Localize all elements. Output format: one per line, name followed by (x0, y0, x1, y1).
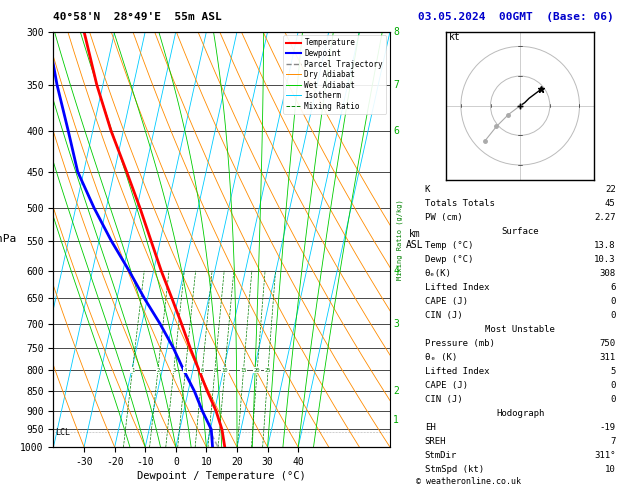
Text: 40°58'N  28°49'E  55m ASL: 40°58'N 28°49'E 55m ASL (53, 12, 222, 22)
Text: Hodograph: Hodograph (496, 409, 544, 418)
Text: 8: 8 (213, 367, 216, 373)
Text: 308: 308 (599, 269, 616, 278)
Text: Pressure (mb): Pressure (mb) (425, 339, 494, 348)
Text: 6: 6 (201, 367, 204, 373)
Text: 2: 2 (157, 367, 160, 373)
Text: 45: 45 (605, 199, 616, 208)
Text: CIN (J): CIN (J) (425, 395, 462, 404)
Text: 25: 25 (265, 367, 271, 373)
Text: 3: 3 (393, 319, 399, 329)
Text: 5: 5 (610, 367, 616, 376)
Text: 2.27: 2.27 (594, 213, 616, 222)
Text: θₑ (K): θₑ (K) (425, 353, 457, 362)
Text: CIN (J): CIN (J) (425, 311, 462, 320)
Text: Most Unstable: Most Unstable (485, 325, 555, 334)
Text: EH: EH (425, 423, 435, 432)
Text: 20: 20 (254, 367, 260, 373)
Text: StmDir: StmDir (425, 451, 457, 460)
Text: Totals Totals: Totals Totals (425, 199, 494, 208)
Text: K: K (425, 185, 430, 194)
Text: 1: 1 (393, 415, 399, 425)
Text: PW (cm): PW (cm) (425, 213, 462, 222)
Text: Dewp (°C): Dewp (°C) (425, 255, 473, 264)
Text: 750: 750 (599, 339, 616, 348)
Text: Lifted Index: Lifted Index (425, 283, 489, 292)
Text: 3: 3 (172, 367, 175, 373)
Text: Mixing Ratio (g/kg): Mixing Ratio (g/kg) (397, 199, 403, 280)
Text: StmSpd (kt): StmSpd (kt) (425, 465, 484, 474)
Text: 13.8: 13.8 (594, 241, 616, 250)
Text: 0: 0 (610, 381, 616, 390)
Text: © weatheronline.co.uk: © weatheronline.co.uk (416, 477, 521, 486)
Text: 311°: 311° (594, 451, 616, 460)
Text: 10: 10 (221, 367, 228, 373)
Text: CAPE (J): CAPE (J) (425, 297, 468, 306)
Text: -19: -19 (599, 423, 616, 432)
Text: θₑ(K): θₑ(K) (425, 269, 452, 278)
Text: 2: 2 (393, 386, 399, 396)
Legend: Temperature, Dewpoint, Parcel Trajectory, Dry Adiabat, Wet Adiabat, Isotherm, Mi: Temperature, Dewpoint, Parcel Trajectory… (283, 35, 386, 114)
X-axis label: Dewpoint / Temperature (°C): Dewpoint / Temperature (°C) (137, 471, 306, 481)
Text: 0: 0 (610, 297, 616, 306)
Text: Temp (°C): Temp (°C) (425, 241, 473, 250)
Text: 7: 7 (610, 437, 616, 446)
Text: Lifted Index: Lifted Index (425, 367, 489, 376)
Text: 6: 6 (393, 126, 399, 136)
Text: 1: 1 (131, 367, 134, 373)
Text: CAPE (J): CAPE (J) (425, 381, 468, 390)
Text: 15: 15 (240, 367, 247, 373)
Text: 7: 7 (393, 80, 399, 90)
Text: 10: 10 (605, 465, 616, 474)
Text: 311: 311 (599, 353, 616, 362)
Text: 03.05.2024  00GMT  (Base: 06): 03.05.2024 00GMT (Base: 06) (418, 12, 614, 22)
Text: Surface: Surface (501, 227, 539, 236)
Text: 22: 22 (605, 185, 616, 194)
Text: 6: 6 (610, 283, 616, 292)
Text: 4: 4 (184, 367, 187, 373)
Text: 0: 0 (610, 395, 616, 404)
Text: 4: 4 (393, 266, 399, 276)
Text: 8: 8 (393, 27, 399, 36)
Text: 0: 0 (610, 311, 616, 320)
Text: LCL: LCL (55, 428, 70, 437)
Text: 10.3: 10.3 (594, 255, 616, 264)
Text: SREH: SREH (425, 437, 446, 446)
Y-axis label: hPa: hPa (0, 234, 16, 244)
Y-axis label: km
ASL: km ASL (406, 228, 424, 250)
Text: kt: kt (449, 33, 461, 42)
